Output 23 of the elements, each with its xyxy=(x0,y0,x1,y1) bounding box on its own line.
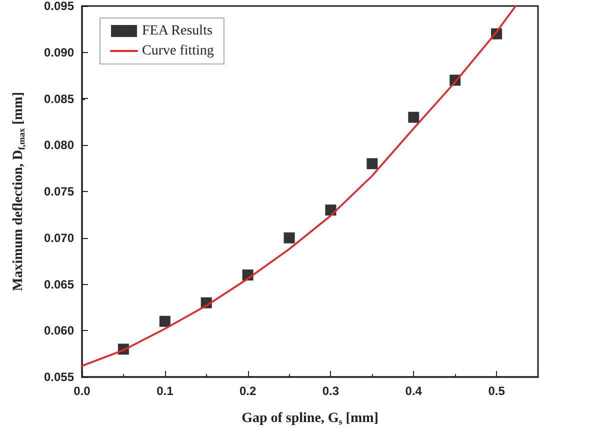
y-tick-label: 0.060 xyxy=(44,324,74,338)
x-tick-label: 0.3 xyxy=(322,384,340,398)
y-tick-label: 0.080 xyxy=(44,138,74,152)
point xyxy=(366,158,378,170)
legend-label: FEA Results xyxy=(142,24,212,38)
y-tick-label: 0.065 xyxy=(44,277,74,292)
x-tick-label: 0.4 xyxy=(405,384,422,398)
y-tick-label: 0.090 xyxy=(44,45,74,60)
y-tick-label: 0.095 xyxy=(44,0,74,13)
y-tick-label: 0.070 xyxy=(44,230,74,245)
point xyxy=(159,316,170,327)
x-tick-label: 0.5 xyxy=(488,384,506,398)
point xyxy=(408,112,420,123)
y-tick-label: 0.055 xyxy=(44,370,74,384)
x-tick-label: 0.0 xyxy=(74,384,91,398)
y-axis-title: Maximum deflection, Df,max [mm] xyxy=(11,92,26,292)
x-tick-label: 0.1 xyxy=(156,384,174,398)
y-tick-label: 0.085 xyxy=(44,92,74,106)
x-tick-label: 0.2 xyxy=(239,384,256,398)
y-tick-label: 0.075 xyxy=(44,184,74,198)
legend-label: Curve fitting xyxy=(142,44,214,58)
line-series xyxy=(81,5,517,367)
point xyxy=(284,232,295,244)
